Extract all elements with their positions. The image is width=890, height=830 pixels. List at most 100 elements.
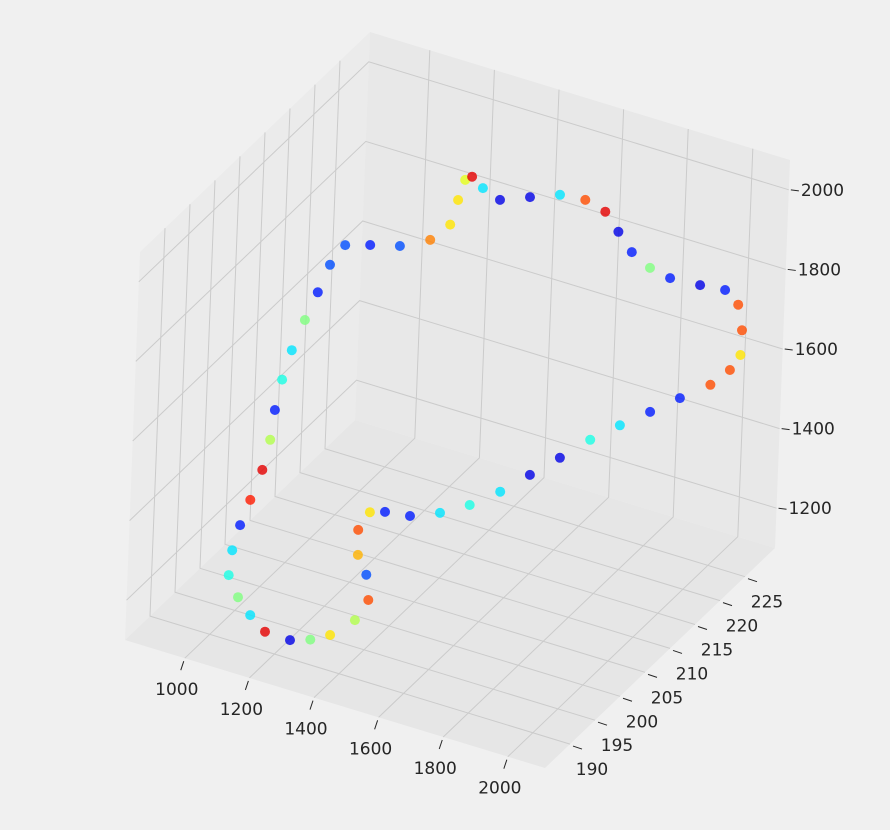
point [269, 405, 280, 415]
x-grid-line [442, 128, 689, 738]
point [737, 325, 747, 336]
z-tick [784, 348, 793, 351]
point [626, 247, 637, 258]
x-tick [244, 680, 249, 691]
point [245, 494, 256, 505]
x-tick [374, 720, 379, 730]
y-grid-line [274, 108, 696, 625]
y-grid-line [174, 204, 596, 721]
y-tick-label: 190 [576, 760, 608, 780]
point [235, 520, 246, 531]
point [380, 506, 390, 517]
x-tick-label: 1200 [220, 700, 263, 720]
point [340, 240, 351, 251]
z-grid-line [132, 220, 783, 442]
point [257, 464, 268, 475]
x-grid-line [507, 148, 754, 758]
point [325, 259, 335, 270]
z-tick-label: 2000 [801, 181, 844, 201]
point [352, 549, 363, 560]
point [285, 635, 295, 646]
point [645, 262, 655, 273]
y-tick-label: 195 [601, 736, 633, 756]
point [467, 171, 478, 182]
x-tick [438, 739, 443, 750]
point [394, 241, 405, 251]
y-grid-line [249, 132, 671, 649]
point [233, 592, 243, 603]
z-tick [790, 189, 799, 192]
x-grid-line [249, 69, 495, 679]
point [495, 194, 505, 205]
x-tick [309, 700, 314, 710]
grid [126, 50, 789, 758]
y-tick [722, 602, 733, 607]
point [277, 374, 288, 385]
z-tick [781, 428, 790, 431]
point [705, 379, 716, 390]
point [674, 393, 685, 404]
panes [125, 32, 790, 768]
point [720, 285, 731, 295]
point [600, 206, 611, 217]
point [365, 240, 376, 250]
axes: 1000 1200 1400 1600 1800 2000 190 195 200 205 210 2… [155, 181, 844, 799]
point [735, 350, 746, 360]
point [223, 570, 234, 581]
y-grid-line [149, 228, 571, 745]
y-tick-label: 210 [676, 664, 708, 684]
x-tick [503, 759, 508, 769]
back-pane [355, 32, 790, 548]
point [245, 610, 256, 621]
point [425, 234, 436, 245]
point [353, 524, 364, 535]
y-tick [747, 578, 758, 583]
x-grid-line [184, 50, 431, 659]
z-tick [787, 268, 796, 271]
y-grid-line [224, 156, 646, 673]
point [580, 194, 591, 205]
z-tick-label: 1600 [795, 340, 838, 360]
point [733, 299, 744, 310]
point [525, 192, 535, 203]
y-grid-line [324, 60, 746, 578]
point [665, 273, 676, 284]
z-tick-label: 1400 [792, 420, 835, 440]
y-tick-label: 200 [626, 712, 658, 732]
point [477, 183, 488, 194]
z-tick [778, 507, 787, 510]
point [364, 507, 375, 518]
z-grid-line [138, 61, 789, 283]
y-tick-label: 205 [651, 688, 683, 708]
point [585, 434, 596, 445]
x-tick-label: 1000 [155, 680, 198, 700]
point [453, 195, 464, 205]
z-tick-label: 1200 [789, 499, 832, 519]
y-tick-label: 215 [701, 641, 733, 661]
point [614, 420, 625, 431]
point [405, 511, 415, 521]
x-tick-label: 2000 [478, 779, 521, 799]
y-grid-line [199, 180, 621, 697]
y-tick [572, 745, 583, 750]
z-grid-line [126, 379, 777, 601]
y-tick-label: 220 [726, 617, 758, 637]
z-grid-line [135, 140, 786, 362]
point [349, 615, 360, 626]
point [613, 226, 624, 237]
y-tick [597, 721, 608, 726]
point [363, 595, 374, 605]
x-grid-line [313, 89, 560, 698]
point [265, 434, 276, 445]
y-grid-line [299, 84, 721, 602]
point [554, 452, 565, 463]
point [445, 219, 456, 230]
y-tick [672, 649, 683, 654]
point [724, 365, 735, 375]
point [299, 315, 310, 325]
z-tick-label: 1800 [798, 260, 841, 280]
point [495, 486, 506, 497]
y-tick [622, 697, 633, 702]
